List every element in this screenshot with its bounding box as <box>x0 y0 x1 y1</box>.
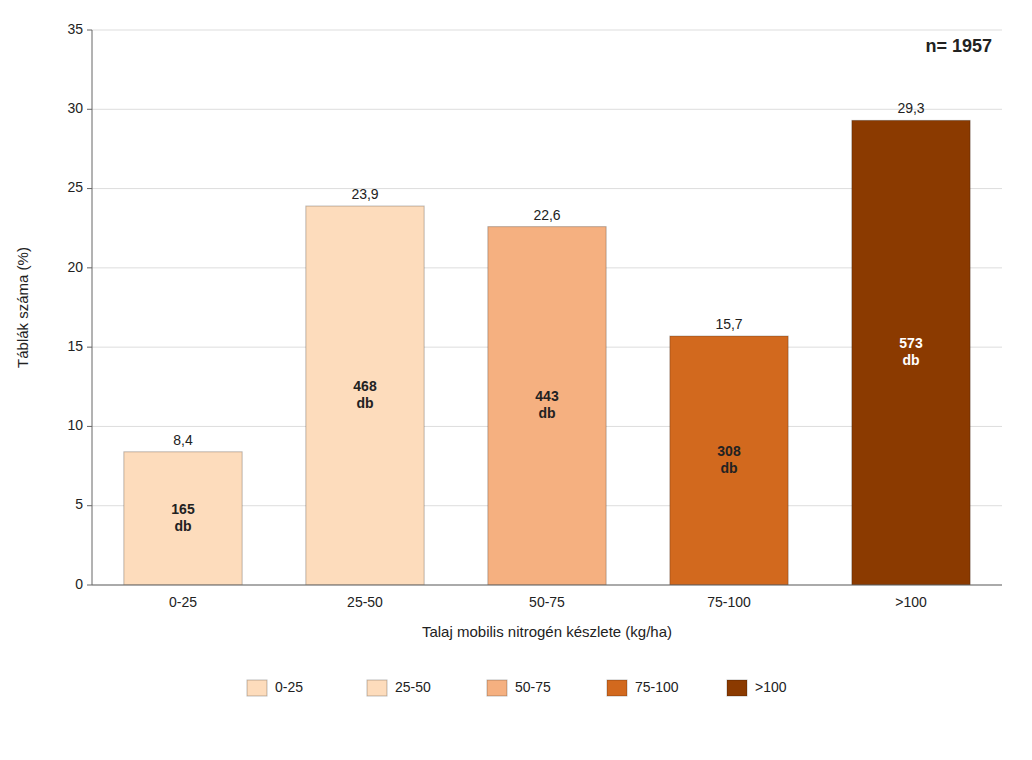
legend-label: 75-100 <box>635 679 679 695</box>
count-label-line: db <box>902 352 919 368</box>
count-label-line: 308 <box>717 443 741 459</box>
count-label-line: db <box>720 460 737 476</box>
count-label-line: 468 <box>353 378 377 394</box>
x-tick-label: >100 <box>895 594 927 610</box>
count-label-line: db <box>356 395 373 411</box>
data-labels: 8,4165db23,9468db22,6443db15,7308db29,35… <box>171 100 925 533</box>
bar <box>306 206 424 585</box>
y-tick-label: 10 <box>67 417 83 433</box>
y-tick-label: 25 <box>67 179 83 195</box>
legend-swatch <box>727 680 747 696</box>
count-label: 573db <box>899 335 923 368</box>
chart-container: 051015202530358,4165db23,9468db22,6443db… <box>0 0 1032 760</box>
annotation: n= 1957 <box>925 36 992 56</box>
grid-line <box>92 109 1002 110</box>
x-tick-label: 75-100 <box>707 594 751 610</box>
bar <box>488 227 606 585</box>
count-label-line: 573 <box>899 335 923 351</box>
grid-line <box>92 585 1002 586</box>
x-tick-label: 0-25 <box>169 594 197 610</box>
count-label-line: 165 <box>171 501 195 517</box>
grid-line <box>92 30 1002 31</box>
y-tick <box>87 505 92 506</box>
bar <box>670 336 788 585</box>
y-tick <box>87 109 92 110</box>
count-label-line: db <box>538 405 555 421</box>
legend-label: >100 <box>755 679 787 695</box>
y-tick <box>87 347 92 348</box>
y-axis-line <box>92 30 93 585</box>
y-tick <box>87 30 92 31</box>
data-label: 8,4 <box>173 432 193 448</box>
x-axis: 0-25 25-50 50-75 75-100 >100 <box>169 594 927 610</box>
bars <box>124 120 970 585</box>
y-tick-label: 0 <box>75 576 83 592</box>
grid <box>92 30 1002 585</box>
legend-label: 25-50 <box>395 679 431 695</box>
bar <box>124 452 242 585</box>
y-tick-label: 20 <box>67 259 83 275</box>
x-tick-label: 50-75 <box>529 594 565 610</box>
count-label: 468db <box>353 378 377 411</box>
y-tick <box>87 585 92 586</box>
count-label: 308db <box>717 443 741 476</box>
chart-svg: 051015202530358,4165db23,9468db22,6443db… <box>0 0 1032 760</box>
legend-label: 50-75 <box>515 679 551 695</box>
x-axis-line <box>92 585 1002 586</box>
count-label-line: 443 <box>535 388 559 404</box>
count-label-line: db <box>174 518 191 534</box>
bar <box>852 120 970 585</box>
y-tick <box>87 426 92 427</box>
y-axis-title: Táblák száma (%) <box>14 247 31 368</box>
count-label: 443db <box>535 388 559 421</box>
data-label: 22,6 <box>533 207 560 223</box>
legend-swatch <box>367 680 387 696</box>
x-tick-label: 25-50 <box>347 594 383 610</box>
x-axis-title: Talaj mobilis nitrogén készlete (kg/ha) <box>422 623 672 640</box>
y-tick-label: 15 <box>67 338 83 354</box>
legend-swatch <box>247 680 267 696</box>
data-label: 15,7 <box>715 316 742 332</box>
y-tick-label: 35 <box>67 21 83 37</box>
y-tick <box>87 188 92 189</box>
y-tick-label: 5 <box>75 496 83 512</box>
legend-label: 0-25 <box>275 679 303 695</box>
data-label: 23,9 <box>351 186 378 202</box>
count-label: 165db <box>171 501 195 534</box>
y-tick-label: 30 <box>67 100 83 116</box>
y-tick <box>87 267 92 268</box>
data-label: 29,3 <box>897 100 924 116</box>
legend-swatch <box>487 680 507 696</box>
legend: 0-25 25-50 50-75 75-100 >100 <box>247 679 787 696</box>
legend-swatch <box>607 680 627 696</box>
y-axis: 0 5 10 15 20 25 30 35 <box>67 21 92 592</box>
